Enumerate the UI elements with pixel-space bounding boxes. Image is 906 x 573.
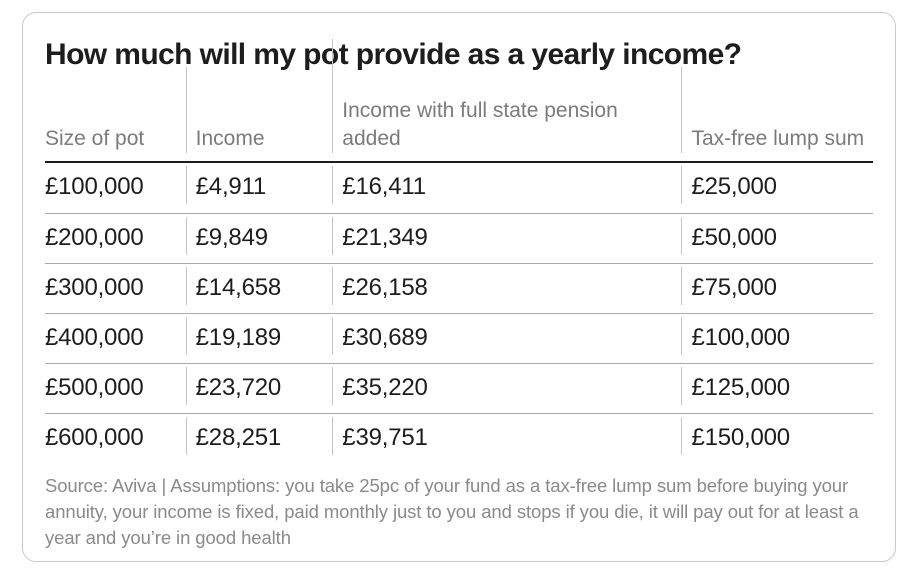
cell-income-with-state-pension: £39,751 — [332, 414, 681, 464]
cell-income: £4,911 — [185, 163, 333, 213]
cell-tax-free-lump-sum: £75,000 — [681, 264, 873, 314]
table-row: £600,000 £28,251 £39,751 £150,000 — [45, 413, 873, 463]
cell-income-with-state-pension: £26,158 — [332, 264, 681, 314]
cell-tax-free-lump-sum: £50,000 — [681, 214, 873, 264]
cell-income: £14,658 — [185, 264, 333, 314]
cell-size-of-pot: £500,000 — [45, 374, 144, 401]
cell-size-of-pot: £200,000 — [45, 224, 144, 251]
column-header-size-of-pot: Size of pot — [45, 127, 145, 150]
table-row: £300,000 £14,658 £26,158 £75,000 — [45, 263, 873, 313]
cell-income: £19,189 — [185, 314, 333, 364]
column-header-tax-free-lump-sum: Tax-free lump sum — [681, 67, 873, 153]
cell-income-with-state-pension: £30,689 — [332, 314, 681, 364]
cell-income-with-state-pension: £35,220 — [332, 364, 681, 414]
income-table: Size of pot Income Income with full stat… — [45, 39, 873, 463]
column-header-income-with-state-pension: Income with full state pension added — [332, 39, 681, 153]
cell-income-with-state-pension: £21,349 — [332, 214, 681, 264]
table-row: £100,000 £4,911 £16,411 £25,000 — [45, 163, 873, 213]
table-row: £500,000 £23,720 £35,220 £125,000 — [45, 363, 873, 413]
cell-size-of-pot: £600,000 — [45, 424, 144, 451]
cell-tax-free-lump-sum: £25,000 — [681, 163, 873, 213]
cell-tax-free-lump-sum: £150,000 — [681, 414, 873, 464]
cell-income-with-state-pension: £16,411 — [332, 163, 681, 213]
source-note: Source: Aviva | Assumptions: you take 25… — [45, 475, 859, 548]
cell-income: £9,849 — [185, 214, 333, 264]
cell-income: £23,720 — [185, 364, 333, 414]
table-header-row: Size of pot Income Income with full stat… — [45, 39, 873, 163]
cell-tax-free-lump-sum: £125,000 — [681, 364, 873, 414]
cell-size-of-pot: £400,000 — [45, 324, 144, 351]
cell-size-of-pot: £300,000 — [45, 274, 144, 301]
table-row: £400,000 £19,189 £30,689 £100,000 — [45, 313, 873, 363]
table-row: £200,000 £9,849 £21,349 £50,000 — [45, 213, 873, 263]
cell-income: £28,251 — [185, 414, 333, 464]
page-title: How much will my pot provide as a yearly… — [45, 38, 742, 71]
cell-tax-free-lump-sum: £100,000 — [681, 314, 873, 364]
column-header-income: Income — [185, 67, 333, 153]
income-table-card: How much will my pot provide as a yearly… — [22, 12, 896, 562]
cell-size-of-pot: £100,000 — [45, 173, 144, 200]
